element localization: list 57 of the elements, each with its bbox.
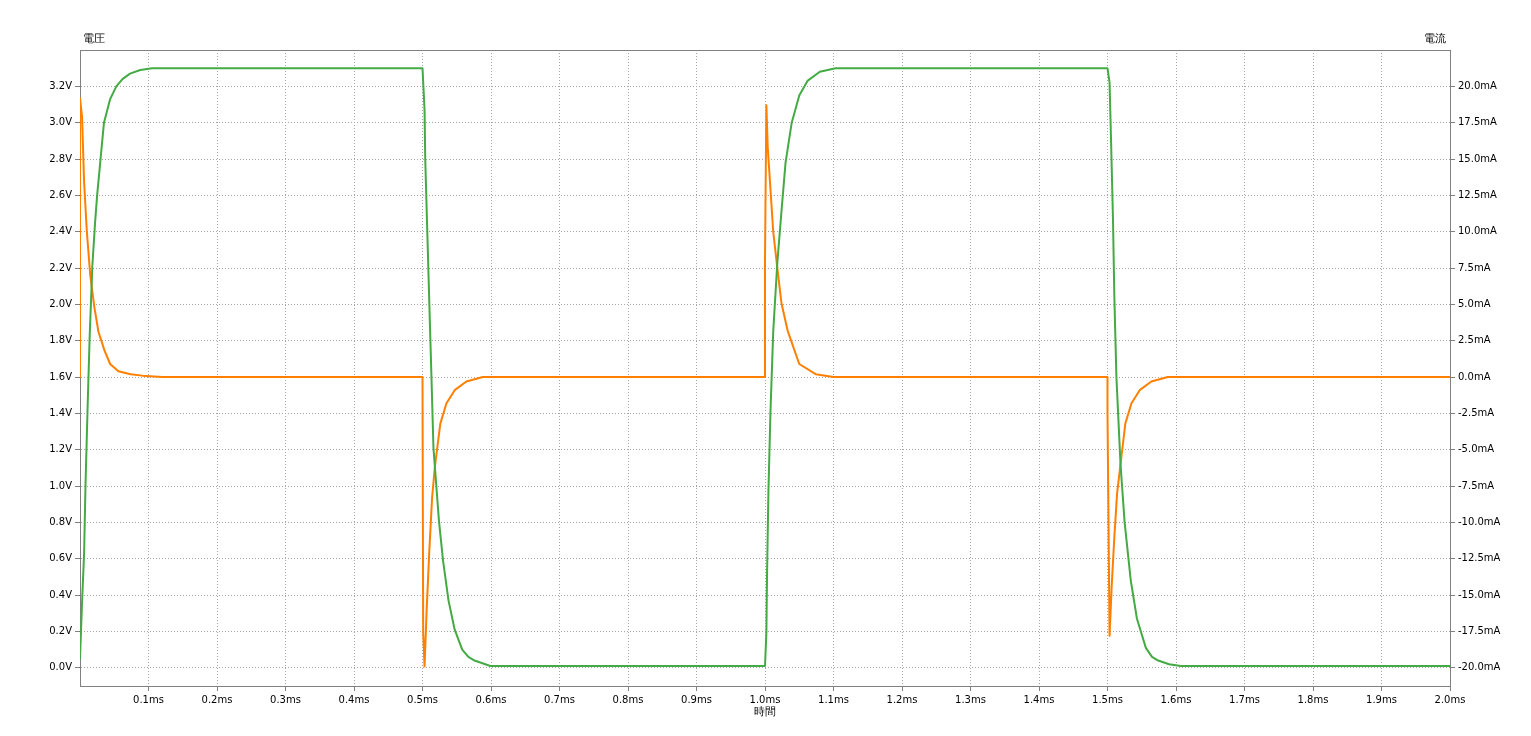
x-tick-label: 0.6ms	[475, 693, 507, 705]
y2-tick-label: -2.5mA	[1458, 407, 1495, 419]
y-tick-label: 2.2V	[49, 261, 73, 273]
x-tick-label: 1.2ms	[886, 693, 918, 705]
y-axis-title: 電圧	[83, 31, 105, 45]
y-tick-label: 2.6V	[49, 188, 73, 200]
y2-tick-label: -20.0mA	[1458, 661, 1501, 673]
x-tick-label: 0.7ms	[544, 693, 575, 705]
y2-tick-label: -17.5mA	[1458, 625, 1501, 637]
y-tick-label: 1.2V	[49, 443, 73, 455]
y-tick-label: 2.0V	[49, 297, 73, 309]
y-tick-label: 0.4V	[49, 588, 73, 600]
x-tick-label: 1.6ms	[1160, 693, 1192, 705]
y2-tick-label: -7.5mA	[1458, 479, 1495, 491]
y-tick-label: 1.4V	[49, 407, 73, 419]
x-tick-label: 2.0ms	[1434, 693, 1466, 705]
y2-tick-label: 20.0mA	[1458, 79, 1498, 91]
y2-tick-label: 12.5mA	[1458, 188, 1498, 200]
x-tick-label: 0.5ms	[407, 693, 438, 705]
y-tick-label: 1.0V	[49, 479, 73, 491]
y2-axis-title: 電流	[1424, 31, 1446, 45]
y-tick-label: 0.8V	[49, 516, 73, 528]
y-tick-label: 2.8V	[49, 152, 73, 164]
y2-tick-label: 15.0mA	[1458, 152, 1498, 164]
x-tick-label: 0.9ms	[681, 693, 712, 705]
y2-tick-label: -15.0mA	[1458, 588, 1501, 600]
x-tick-label: 0.4ms	[338, 693, 370, 705]
y-tick-label: 3.2V	[49, 79, 73, 91]
x-tick-label: 1.4ms	[1023, 693, 1055, 705]
y-tick-label: 0.2V	[49, 625, 73, 637]
x-tick-label: 1.0ms	[749, 693, 781, 705]
y2-tick-label: 10.0mA	[1458, 225, 1498, 237]
x-tick-label: 1.9ms	[1366, 693, 1397, 705]
y2-tick-label: 7.5mA	[1458, 261, 1491, 273]
x-tick-label: 0.1ms	[133, 693, 164, 705]
x-tick-label: 0.8ms	[612, 693, 644, 705]
y2-tick-label: -5.0mA	[1458, 443, 1495, 455]
y-tick-label: 3.0V	[49, 116, 73, 128]
y2-tick-label: 0.0mA	[1458, 370, 1491, 382]
y2-tick-label: -12.5mA	[1458, 552, 1501, 564]
x-axis-title: 時間	[754, 704, 776, 718]
y2-tick-label: 5.0mA	[1458, 297, 1491, 309]
x-tick-label: 0.2ms	[201, 693, 233, 705]
y-tick-label: 0.0V	[49, 661, 73, 673]
x-tick-label: 0.3ms	[270, 693, 301, 705]
y2-tick-label: 17.5mA	[1458, 116, 1498, 128]
x-tick-label: 1.7ms	[1229, 693, 1260, 705]
x-tick-label: 1.3ms	[955, 693, 986, 705]
x-tick-label: 1.8ms	[1297, 693, 1329, 705]
y-tick-label: 1.6V	[49, 370, 73, 382]
x-tick-label: 1.5ms	[1092, 693, 1123, 705]
x-tick-label: 1.1ms	[818, 693, 849, 705]
y-tick-label: 1.8V	[49, 334, 73, 346]
y2-tick-label: 2.5mA	[1458, 334, 1491, 346]
y-tick-label: 2.4V	[49, 225, 73, 237]
y-tick-label: 0.6V	[49, 552, 73, 564]
y2-tick-label: -10.0mA	[1458, 516, 1501, 528]
